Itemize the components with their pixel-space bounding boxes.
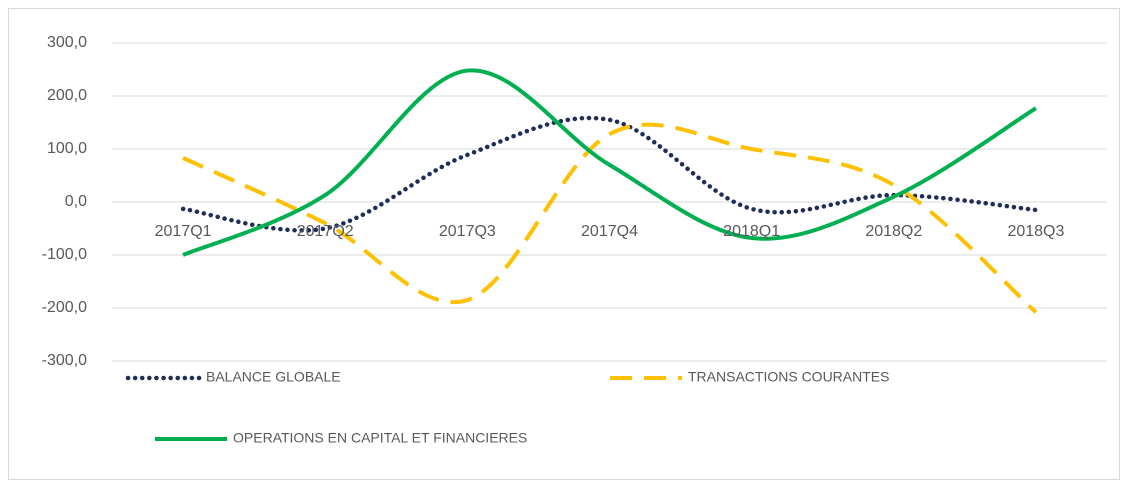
y-tick-label: -300,0: [42, 352, 87, 369]
x-tick-label: 2017Q1: [155, 223, 212, 240]
legend-label: OPERATIONS EN CAPITAL ET FINANCIERES: [233, 430, 527, 446]
y-tick-label: 100,0: [47, 140, 87, 157]
x-tick-label: 2018Q1: [723, 223, 780, 240]
y-tick-label: -200,0: [42, 299, 87, 316]
y-tick-label: -100,0: [42, 246, 87, 263]
legend-label: BALANCE GLOBALE: [206, 369, 341, 385]
x-tick-label: 2017Q2: [297, 223, 354, 240]
x-tick-label: 2018Q3: [1007, 223, 1064, 240]
series-line: [182, 68, 1037, 257]
y-tick-label: 300,0: [47, 34, 87, 51]
y-tick-label: 0,0: [65, 193, 87, 210]
legend-label: TRANSACTIONS COURANTES: [688, 369, 889, 385]
y-tick-label: 200,0: [47, 87, 87, 104]
x-tick-label: 2017Q3: [439, 223, 496, 240]
x-tick-label: 2017Q4: [581, 223, 638, 240]
chart-frame: [8, 8, 1120, 480]
series-line: [182, 122, 1038, 314]
x-tick-label: 2018Q2: [865, 223, 922, 240]
